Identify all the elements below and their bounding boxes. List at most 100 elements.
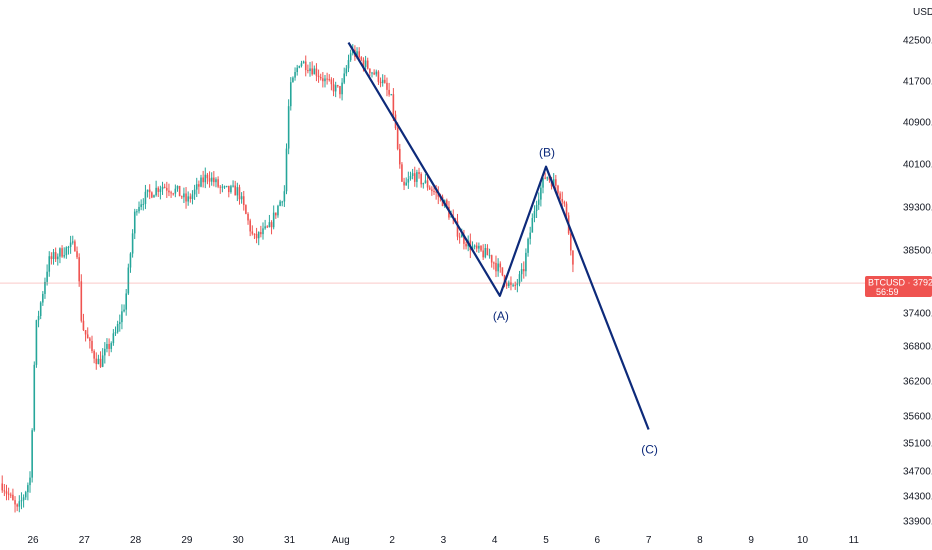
candle-body	[142, 203, 145, 205]
candle-body	[221, 186, 224, 188]
candle-body	[183, 193, 185, 198]
candle-body	[510, 282, 512, 285]
candle-body	[557, 185, 559, 194]
candle-body	[563, 201, 566, 204]
candle-body	[388, 89, 390, 95]
candle-body	[409, 175, 412, 180]
x-tick-label: Aug	[332, 535, 350, 546]
candle-body	[407, 179, 410, 183]
candle-body	[24, 492, 27, 498]
candle-body	[298, 66, 301, 68]
candle-body	[89, 338, 91, 341]
candle-body	[275, 212, 277, 216]
candle-body	[435, 191, 437, 193]
candle-body	[401, 164, 403, 182]
candle-body	[245, 205, 247, 214]
candle-body	[123, 309, 125, 312]
candle-body	[369, 68, 371, 73]
candle-body	[33, 364, 36, 431]
candle-body	[522, 269, 525, 272]
candle-body	[484, 248, 487, 258]
candle-body	[285, 148, 288, 192]
candle-body	[112, 333, 115, 344]
candle-body	[3, 490, 6, 492]
candle-body	[366, 60, 369, 69]
y-tick-label: 42500.0	[903, 36, 932, 47]
candle-body	[272, 212, 275, 228]
candle-body	[520, 269, 523, 275]
y-tick-label: 35100.0	[903, 439, 932, 450]
y-tick-label: 39300.0	[903, 203, 932, 214]
candle-body	[377, 71, 380, 82]
candle-body	[458, 236, 461, 238]
candle-body	[527, 238, 529, 253]
candle-body	[236, 187, 239, 196]
candle-body	[76, 251, 78, 258]
x-tick-label: 28	[130, 535, 142, 546]
candle-body	[555, 179, 557, 186]
candle-body	[20, 500, 23, 502]
price-axis[interactable]: 42500.0 41700.0 40900.0 40100.0 39300.0 38500…	[903, 36, 932, 528]
candle-body	[398, 148, 401, 165]
candle-body	[157, 187, 160, 192]
candle-body	[219, 186, 222, 188]
time-axis[interactable]: 26 27 28 29 30 31 Aug 2 3 4 5 6 7 8 9 10 11	[27, 535, 859, 546]
candle-body	[108, 344, 110, 349]
candle-body	[155, 187, 157, 196]
candle-body	[473, 245, 476, 247]
y-tick-label: 36200.0	[903, 377, 932, 388]
candle-body	[240, 196, 243, 200]
candle-body	[482, 250, 484, 258]
candle-body	[525, 252, 527, 272]
candle-body	[116, 324, 119, 333]
candle-body	[202, 177, 204, 183]
candle-body	[178, 185, 181, 197]
candle-body	[339, 86, 341, 95]
candle-body	[144, 191, 147, 204]
candle-body	[189, 196, 192, 199]
candle-body	[148, 189, 151, 193]
wave-labels-layer: (A) (B) (C)	[493, 146, 658, 457]
candle-body	[343, 73, 346, 83]
candle-body	[198, 184, 200, 187]
candle-body	[86, 334, 89, 339]
candle-body	[255, 233, 258, 239]
candle-body	[206, 174, 209, 179]
x-tick-label: 7	[646, 535, 652, 546]
candle-body	[518, 274, 521, 284]
candle-body	[356, 51, 358, 57]
x-tick-label: 4	[492, 535, 498, 546]
candle-body	[349, 53, 352, 61]
candle-body	[27, 485, 29, 493]
candle-body	[317, 75, 320, 77]
candle-body	[264, 226, 266, 229]
y-tick-label: 34700.0	[903, 467, 932, 478]
candle-body	[537, 199, 540, 205]
candle-body	[200, 177, 202, 187]
candle-body	[174, 188, 177, 194]
candle-body	[65, 247, 68, 256]
candle-body	[97, 358, 100, 365]
x-tick-label: 3	[441, 535, 447, 546]
candle-body	[501, 267, 504, 276]
candle-body	[495, 262, 497, 272]
candle-body	[131, 233, 134, 254]
candle-body	[463, 234, 465, 244]
badge-countdown: 56:59	[876, 287, 899, 297]
y-tick-label: 33900.0	[903, 517, 932, 528]
candle-body	[302, 61, 305, 64]
candle-body	[93, 350, 95, 359]
candle-body	[9, 494, 12, 496]
candle-body	[529, 232, 531, 239]
candle-body	[69, 242, 72, 247]
candle-body	[475, 245, 478, 249]
x-tick-label: 10	[797, 535, 809, 546]
candle-body	[67, 246, 70, 248]
candle-body	[373, 72, 375, 75]
candle-body	[418, 172, 420, 175]
candle-body	[531, 217, 534, 233]
candle-body	[127, 267, 130, 294]
candle-body	[535, 204, 538, 212]
